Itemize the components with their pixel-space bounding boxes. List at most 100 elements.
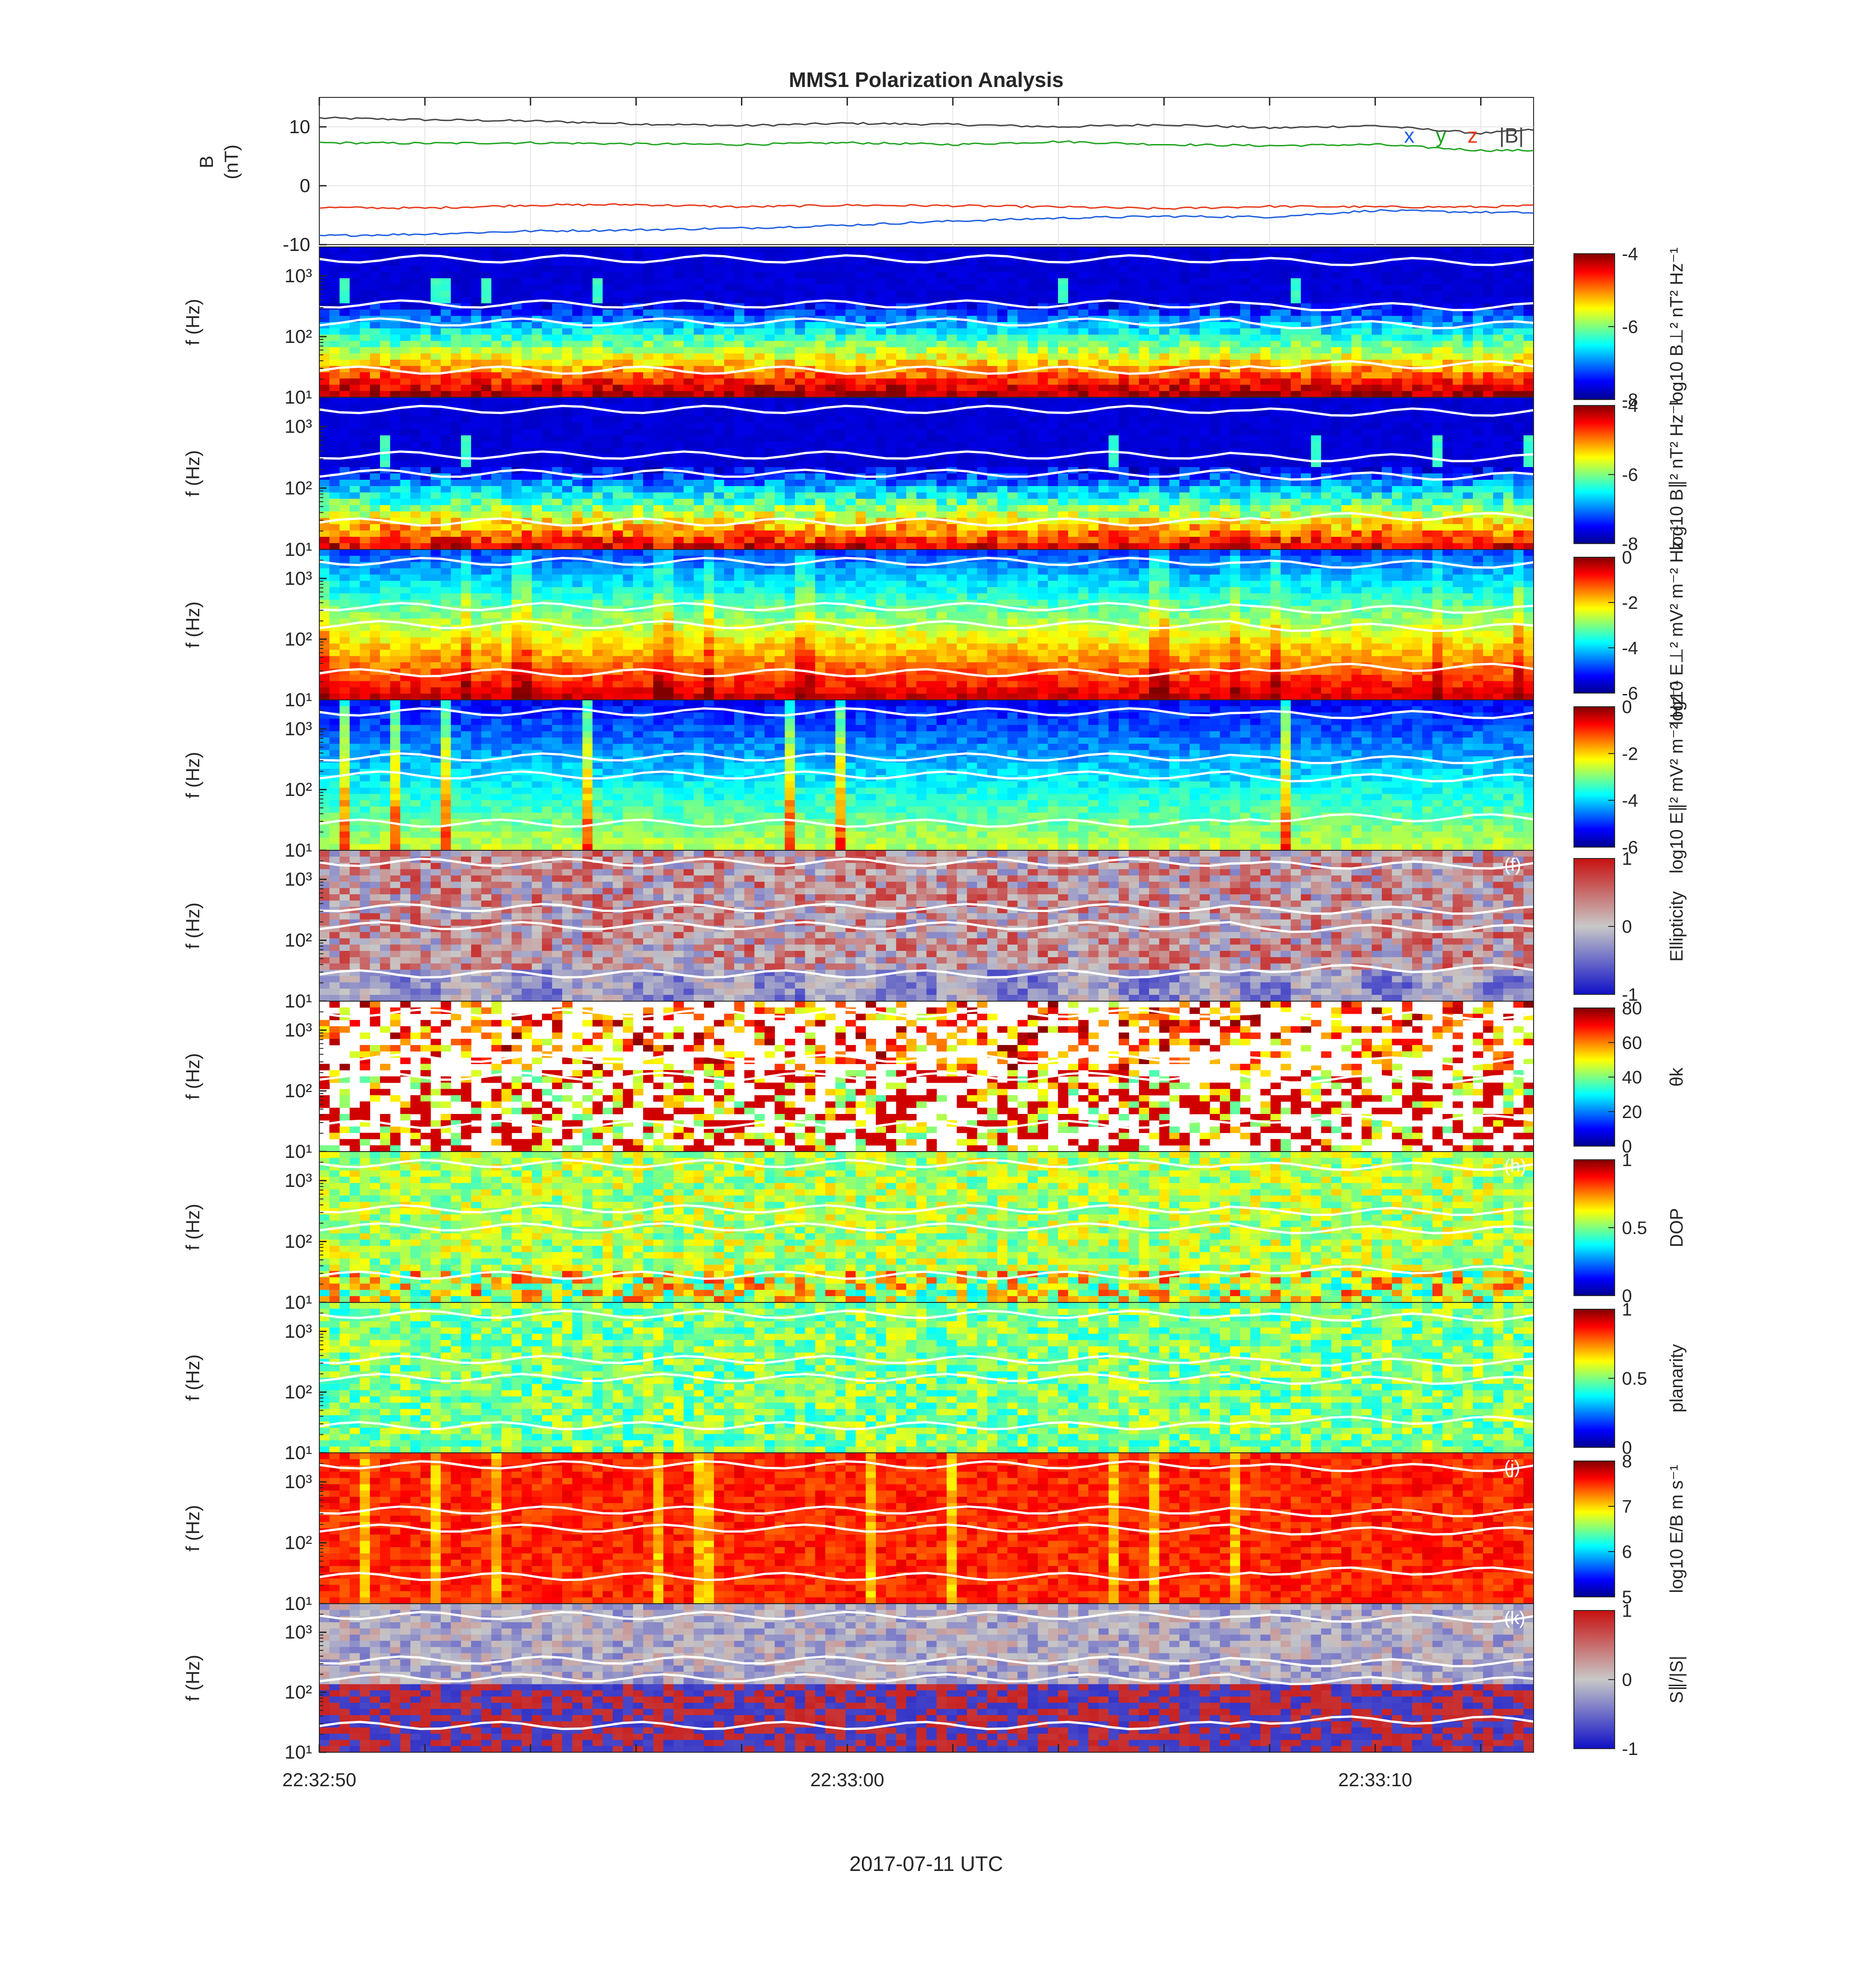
heatmap-cell [1230, 272, 1241, 278]
heatmap-cell [1119, 304, 1129, 310]
heatmap-cell [400, 347, 411, 353]
heatmap-cell [1240, 416, 1251, 423]
heatmap-cell [592, 442, 603, 448]
heatmap-cell [623, 435, 633, 442]
heatmap-cell [1159, 379, 1169, 385]
heatmap-cell [1007, 461, 1018, 468]
heatmap-cell [643, 397, 654, 404]
heatmap-cell [886, 448, 896, 455]
heatmap-cell [1453, 341, 1463, 347]
heatmap-cell [1331, 416, 1342, 423]
heatmap-cell [937, 397, 947, 404]
heatmap-cell [927, 291, 937, 297]
heatmap-cell [795, 397, 805, 404]
heatmap-cell [1433, 372, 1443, 379]
heatmap-cell [1210, 442, 1220, 448]
heatmap-cell [1473, 284, 1483, 291]
heatmap-cell [765, 309, 775, 316]
heatmap-cell [1392, 397, 1402, 404]
heatmap-cell [1200, 492, 1210, 499]
heatmap-cell [1352, 385, 1362, 391]
heatmap-cell [694, 341, 704, 347]
heatmap-cell [1483, 385, 1493, 391]
heatmap-cell [1443, 372, 1453, 379]
heatmap-cell [380, 360, 390, 366]
heatmap-cell [997, 278, 1008, 284]
heatmap-cell [683, 461, 694, 468]
heatmap-cell [633, 423, 644, 429]
heatmap-cell [491, 442, 502, 448]
heatmap-cell [714, 429, 724, 436]
heatmap-cell [340, 416, 350, 423]
heatmap-cell [1412, 335, 1423, 341]
heatmap-cell [420, 291, 431, 297]
heatmap-cell [1433, 341, 1443, 347]
heatmap-cell [542, 492, 553, 499]
f-tick-label: 10¹ [284, 386, 312, 408]
heatmap-cell [592, 260, 603, 266]
heatmap-cell [1028, 442, 1038, 448]
heatmap-cell [1382, 353, 1392, 360]
heatmap-cell [613, 416, 623, 423]
heatmap-cell [572, 435, 583, 442]
heatmap-cell [390, 272, 400, 278]
heatmap-cell [370, 347, 380, 353]
heatmap-cell [866, 328, 876, 335]
heatmap-cell [1281, 461, 1291, 468]
heatmap-cell [896, 278, 907, 284]
heatmap-cell [1200, 253, 1210, 260]
heatmap-cell [420, 341, 431, 347]
heatmap-cell [1250, 379, 1260, 385]
heatmap-cell [694, 486, 704, 493]
heatmap-cell [633, 335, 644, 341]
heatmap-cell [815, 486, 826, 493]
heatmap-cell [1342, 429, 1352, 436]
heatmap-cell [329, 353, 340, 360]
heatmap-cell [1281, 416, 1291, 423]
heatmap-cell [532, 410, 542, 417]
heatmap-cell [1088, 266, 1099, 272]
heatmap-cell [522, 291, 532, 297]
heatmap-cell [471, 429, 481, 436]
heatmap-cell [400, 309, 411, 316]
heatmap-cell [532, 416, 542, 423]
heatmap-cell [866, 335, 876, 341]
heatmap-cell [1443, 341, 1453, 347]
heatmap-cell [765, 272, 775, 278]
heatmap-cell [613, 372, 623, 379]
heatmap-cell [1169, 429, 1180, 436]
heatmap-cell [1493, 347, 1504, 353]
heatmap-cell [643, 353, 654, 360]
heatmap-cell [1473, 341, 1483, 347]
heatmap-cell [683, 391, 694, 397]
heatmap-cell [1119, 247, 1129, 253]
heatmap-cell [1078, 291, 1089, 297]
heatmap-cell [795, 341, 805, 347]
heatmap-cell [856, 492, 866, 499]
heatmap-cell [471, 379, 481, 385]
heatmap-cell [1524, 266, 1534, 272]
heatmap-cell [451, 467, 461, 474]
heatmap-cell [1189, 448, 1200, 455]
heatmap-cell [1412, 423, 1423, 429]
heatmap-cell [582, 480, 593, 487]
heatmap-cell [562, 385, 572, 391]
heatmap-cell [1159, 335, 1169, 341]
heatmap-cell [481, 429, 492, 436]
heatmap-cell [1331, 353, 1342, 360]
heatmap-cell [916, 397, 927, 404]
heatmap-cell [896, 272, 907, 278]
heatmap-cell [1149, 297, 1159, 304]
heatmap-cell [896, 429, 907, 436]
heatmap-cell [562, 379, 572, 385]
heatmap-cell [1038, 360, 1048, 366]
heatmap-cell [1250, 347, 1260, 353]
heatmap-cell [805, 360, 815, 366]
panel-c: 10³10²10¹f (Hz)-4-6-8 log10 B∥² nT² Hz⁻¹ [182, 396, 1687, 560]
heatmap-cell [1270, 486, 1281, 493]
heatmap-cell [755, 347, 765, 353]
heatmap-cell [683, 435, 694, 442]
heatmap-cell [1443, 353, 1453, 360]
heatmap-cell [1028, 335, 1038, 341]
heatmap-cell [825, 385, 836, 391]
